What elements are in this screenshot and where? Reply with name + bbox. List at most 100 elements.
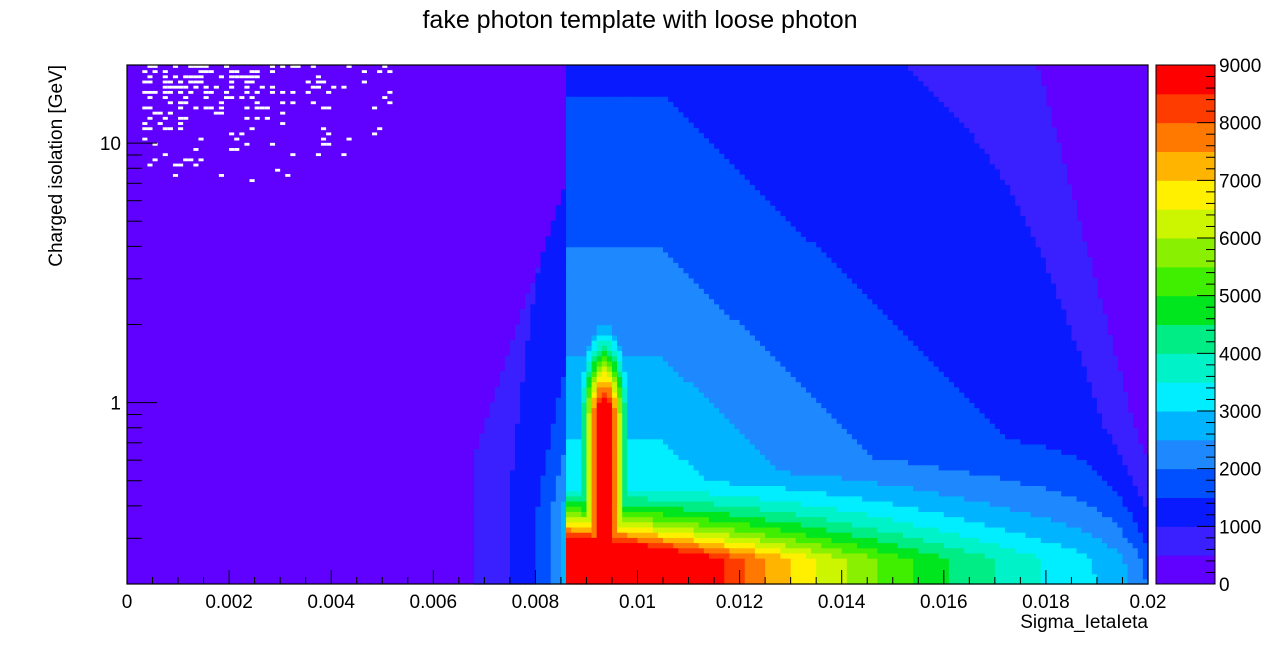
heatmap-bin xyxy=(1117,568,1124,575)
heatmap-bin xyxy=(586,495,593,502)
heatmap-bin xyxy=(785,537,792,544)
heatmap-bin xyxy=(999,438,1006,445)
heatmap-bin xyxy=(571,537,577,544)
heatmap-bin xyxy=(851,469,858,476)
heatmap-bin xyxy=(964,495,970,502)
heatmap-bin xyxy=(1086,506,1093,512)
heatmap-bin xyxy=(1056,511,1062,518)
heatmap-bin xyxy=(550,397,557,403)
heatmap-bin xyxy=(514,475,521,481)
heatmap-bin xyxy=(928,475,935,481)
heatmap-bin xyxy=(969,568,976,575)
heatmap-bin xyxy=(703,381,710,388)
heatmap-bin xyxy=(897,532,904,538)
heatmap-bin xyxy=(1015,542,1021,549)
heatmap-bin xyxy=(989,552,996,559)
heatmap-bin xyxy=(1122,516,1129,523)
heatmap-bin xyxy=(1096,542,1103,549)
heatmap-bin xyxy=(693,449,700,455)
heatmap-bin xyxy=(622,490,628,497)
heatmap-bin xyxy=(974,578,981,585)
heatmap-bin xyxy=(775,558,782,564)
heatmap-bin xyxy=(683,464,690,471)
heatmap-bin xyxy=(744,578,751,585)
heatmap-bin xyxy=(816,568,822,575)
heatmap-bin xyxy=(826,558,833,564)
heatmap-bin xyxy=(1040,532,1047,538)
heatmap-bin xyxy=(780,490,787,497)
heatmap-bin xyxy=(954,459,960,466)
heatmap-bin xyxy=(576,516,582,523)
heatmap-bin xyxy=(540,417,547,424)
heatmap-bin xyxy=(785,391,792,398)
heatmap-bin xyxy=(499,490,506,497)
heatmap-bin xyxy=(1005,459,1011,466)
heatmap-bin xyxy=(770,485,776,492)
heatmap-bin xyxy=(560,511,567,518)
heatmap-bin xyxy=(928,500,935,507)
heatmap-bin xyxy=(1025,433,1032,440)
heatmap-bin xyxy=(754,480,761,486)
heatmap-bin xyxy=(964,532,970,538)
heatmap-bin xyxy=(678,443,685,450)
heatmap-bin xyxy=(708,454,715,461)
heatmap-bin xyxy=(530,412,537,419)
heatmap-bin xyxy=(785,475,792,481)
heatmap-bin xyxy=(836,578,843,585)
heatmap-bin xyxy=(611,449,618,455)
heatmap-bin xyxy=(851,558,858,564)
heatmap-bin xyxy=(831,475,838,481)
heatmap-bin xyxy=(729,573,736,580)
heatmap-bin xyxy=(566,412,572,419)
heatmap-bin xyxy=(530,407,537,414)
heatmap-bin xyxy=(1142,542,1149,549)
heatmap-bin xyxy=(897,480,904,486)
heatmap-bin xyxy=(964,459,970,466)
heatmap-bin xyxy=(739,526,746,533)
heatmap-bin xyxy=(1056,532,1062,538)
heatmap-bin xyxy=(596,506,603,512)
heatmap-bin xyxy=(555,506,562,512)
heatmap-bin xyxy=(632,433,639,440)
heatmap-bin xyxy=(494,516,501,523)
heatmap-bin xyxy=(734,423,741,429)
heatmap-bin xyxy=(581,443,588,450)
heatmap-bin xyxy=(994,537,1001,544)
heatmap-bin xyxy=(1020,438,1027,445)
heatmap-bin xyxy=(765,423,771,429)
heatmap-bin xyxy=(923,532,930,538)
heatmap-bin xyxy=(520,568,526,575)
heatmap-bin xyxy=(846,500,853,507)
heatmap-bin xyxy=(479,578,485,585)
heatmap-bin xyxy=(918,573,924,580)
heatmap-bin xyxy=(785,386,792,393)
heatmap-bin xyxy=(964,537,970,544)
heatmap-bin xyxy=(673,516,679,523)
heatmap-bin xyxy=(1020,412,1027,419)
heatmap-bin xyxy=(805,495,812,502)
heatmap-bin xyxy=(1030,480,1037,486)
heatmap-bin xyxy=(637,511,644,518)
heatmap-bin xyxy=(1091,423,1098,429)
heatmap-bin xyxy=(851,454,858,461)
heatmap-bin xyxy=(1076,391,1083,398)
heatmap-bin xyxy=(545,459,552,466)
heatmap-bin xyxy=(714,558,720,564)
heatmap-bin xyxy=(494,391,501,398)
heatmap-bin xyxy=(989,558,996,564)
heatmap-bin xyxy=(857,433,863,440)
heatmap-bin xyxy=(1081,454,1088,461)
heatmap-bin xyxy=(504,459,511,466)
heatmap-bin xyxy=(703,412,710,419)
heatmap-bin xyxy=(525,568,531,575)
heatmap-bin xyxy=(775,547,782,554)
heatmap-bin xyxy=(611,552,618,559)
heatmap-bin xyxy=(775,552,782,559)
heatmap-bin xyxy=(933,407,940,414)
heatmap-bin xyxy=(530,454,537,461)
heatmap-bin xyxy=(989,417,996,424)
heatmap-bin xyxy=(576,578,582,585)
heatmap-bin xyxy=(1122,552,1129,559)
heatmap-bin xyxy=(994,475,1001,481)
